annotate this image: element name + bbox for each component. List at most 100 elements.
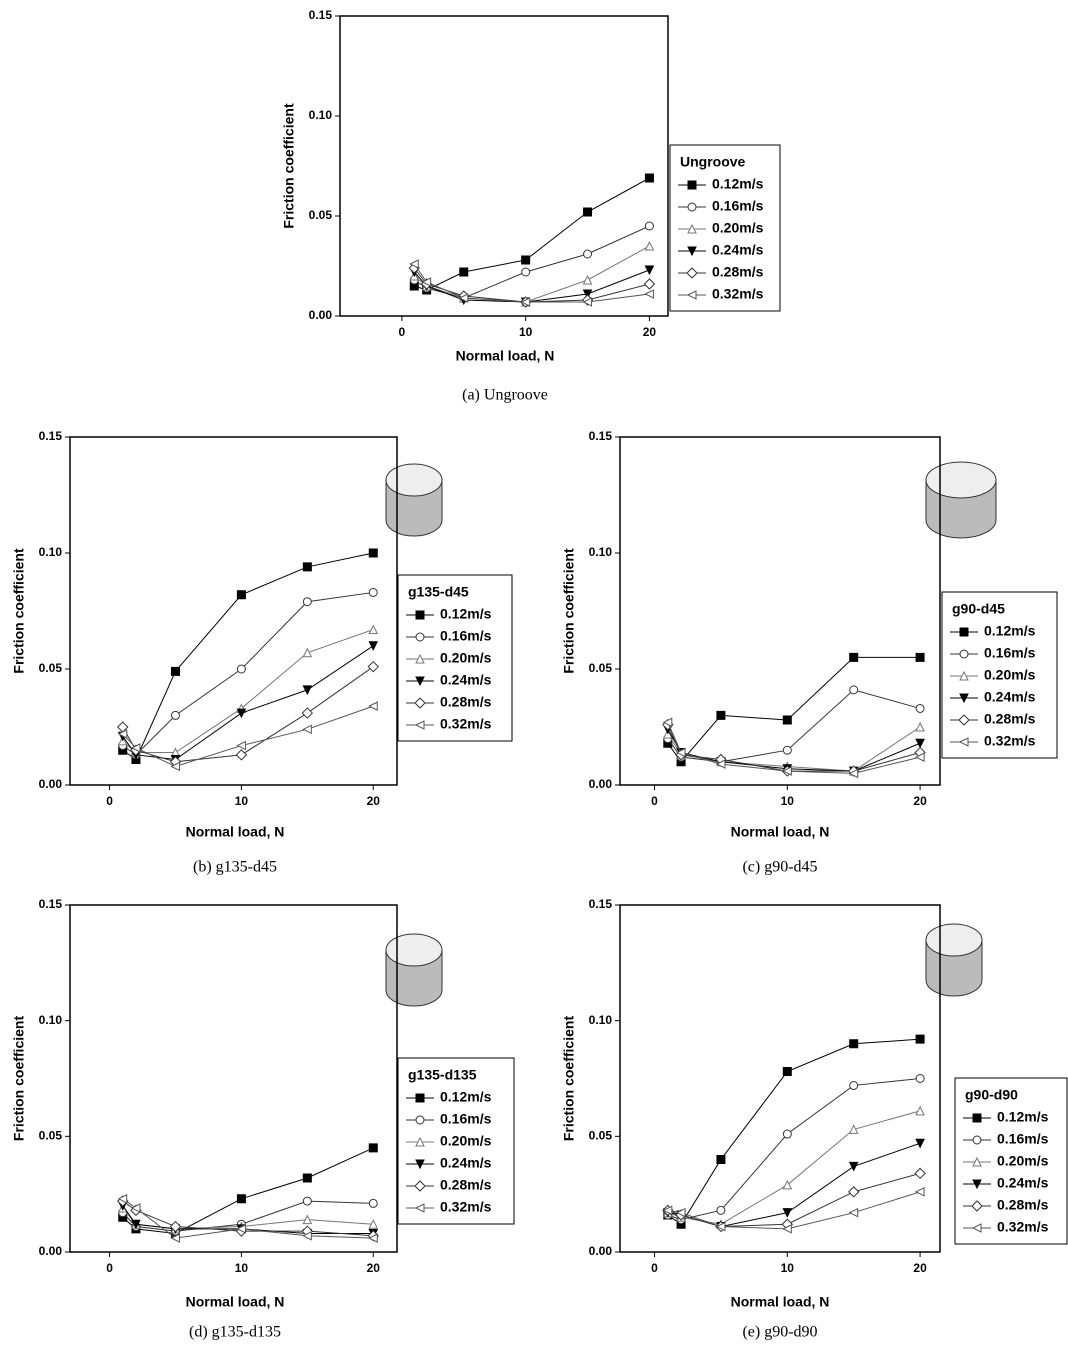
x-tick-label: 20 <box>643 325 657 339</box>
series-line <box>122 1207 374 1230</box>
data-point <box>915 703 925 713</box>
y-tick-label: 0.00 <box>309 308 333 322</box>
series-line <box>667 729 921 772</box>
caption: (b) g135-d45 <box>193 859 277 876</box>
legend-label: 0.20m/s <box>997 1153 1049 1169</box>
data-point <box>169 1220 182 1233</box>
legend-label: 0.28m/s <box>984 711 1036 727</box>
data-point <box>914 752 925 762</box>
legend-marker <box>415 1115 425 1125</box>
data-point <box>782 1179 793 1190</box>
x-axis-label: Normal load, N <box>731 824 830 840</box>
data-point <box>782 1208 793 1218</box>
plot-frame <box>69 904 398 1253</box>
y-tick-label: 0.05 <box>39 1129 63 1143</box>
data-point <box>582 297 593 307</box>
data-point <box>130 1203 141 1213</box>
series-line <box>667 1191 921 1230</box>
data-point <box>236 590 246 600</box>
data-point <box>644 265 655 276</box>
legend-label: 0.24m/s <box>997 1175 1049 1191</box>
legend-box <box>941 591 1058 759</box>
data-point <box>582 289 593 300</box>
data-point <box>848 1124 859 1134</box>
plot-frame <box>619 436 941 786</box>
data-point <box>302 724 312 735</box>
data-point <box>715 759 726 769</box>
data-point <box>520 297 531 307</box>
legend-label: 0.20m/s <box>440 650 492 666</box>
legend-marker <box>414 697 426 709</box>
legend-label: 0.16m/s <box>984 645 1036 661</box>
y-tick-label: 0.10 <box>589 1013 613 1027</box>
data-point <box>915 1105 925 1116</box>
data-point <box>915 738 925 749</box>
data-point <box>301 707 314 719</box>
legend-label: 0.32m/s <box>997 1219 1049 1235</box>
legend-title: g90-d45 <box>952 601 1005 617</box>
x-tick-label: 0 <box>651 1261 658 1275</box>
legend-marker <box>958 737 969 747</box>
x-tick-label: 10 <box>235 1261 249 1275</box>
series-line <box>413 267 650 303</box>
series-line <box>122 1200 374 1237</box>
legend-marker <box>687 180 697 190</box>
plot-frame <box>339 15 669 317</box>
data-point <box>915 721 925 732</box>
data-point <box>368 624 379 635</box>
series-line <box>667 1172 921 1228</box>
caption: (c) g90-d45 <box>742 859 817 876</box>
legend-marker <box>415 610 425 620</box>
data-point <box>849 1080 859 1090</box>
y-tick-label: 0.00 <box>589 777 613 791</box>
data-point <box>782 745 792 755</box>
y-tick-label: 0.10 <box>39 545 63 559</box>
data-point <box>644 221 654 231</box>
y-tick-label: 0.15 <box>589 897 613 911</box>
legend-box <box>954 1077 1068 1245</box>
y-axis-label: Friction coefficient <box>281 103 297 229</box>
series-line <box>413 269 650 303</box>
x-tick-label: 10 <box>781 794 795 808</box>
data-point <box>521 267 531 277</box>
data-point <box>368 587 378 597</box>
legend-marker <box>686 290 697 300</box>
y-tick-label: 0.05 <box>309 208 333 222</box>
y-axis-label: Friction coefficient <box>11 1016 27 1142</box>
data-point <box>302 685 313 695</box>
legend-title: g135-d135 <box>408 1067 477 1083</box>
legend-label: 0.24m/s <box>984 689 1036 705</box>
y-tick-label: 0.10 <box>589 545 613 559</box>
data-point <box>782 1224 792 1234</box>
data-point <box>170 710 180 720</box>
data-point <box>170 1233 180 1243</box>
caption: (e) g90-d90 <box>742 1324 817 1341</box>
data-point <box>782 766 792 776</box>
data-point <box>715 1221 726 1232</box>
legend-marker <box>959 627 969 637</box>
legend-marker <box>972 1179 982 1190</box>
data-point <box>915 652 925 662</box>
x-tick-label: 0 <box>399 325 406 339</box>
plot-frame <box>619 904 941 1253</box>
legend-label: 0.32m/s <box>712 286 764 302</box>
legend-marker <box>414 720 425 730</box>
legend-label: 0.16m/s <box>440 1111 492 1127</box>
legend-marker <box>972 1156 982 1167</box>
legend: g135-d135 0.12m/s 0.16m/s 0.20m/s 0.24m/s 0.2… <box>397 1057 515 1225</box>
x-axis-label: Normal load, N <box>456 348 555 364</box>
y-tick-label: 0.00 <box>39 777 63 791</box>
legend-box <box>669 144 781 312</box>
x-axis-label: Normal load, N <box>186 1294 285 1310</box>
data-point <box>302 1173 312 1183</box>
legend-marker <box>686 267 698 279</box>
series-line <box>667 1078 921 1221</box>
legend-marker <box>415 676 425 687</box>
data-point <box>662 1205 673 1216</box>
x-tick-label: 10 <box>235 794 249 808</box>
series-line <box>667 722 921 774</box>
y-axis-label: Friction coefficient <box>561 1016 577 1142</box>
x-axis-label: Normal load, N <box>731 1294 830 1310</box>
data-point <box>583 249 593 259</box>
data-point <box>302 647 313 658</box>
